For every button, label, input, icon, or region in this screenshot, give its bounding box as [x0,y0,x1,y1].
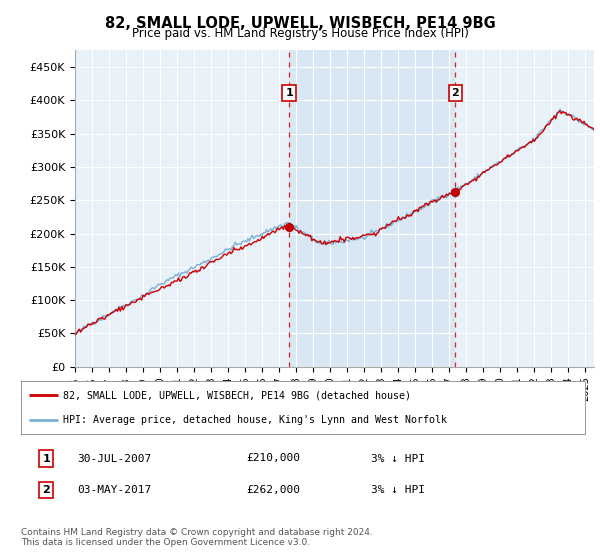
Text: 2: 2 [43,485,50,495]
Bar [289,50,455,367]
Text: 1: 1 [285,88,293,98]
Text: 2: 2 [451,88,459,98]
Text: Contains HM Land Registry data © Crown copyright and database right 2024.
This d: Contains HM Land Registry data © Crown c… [21,528,373,547]
Text: £210,000: £210,000 [247,454,301,464]
Text: 1: 1 [43,454,50,464]
Text: 03-MAY-2017: 03-MAY-2017 [77,485,152,495]
Text: £262,000: £262,000 [247,485,301,495]
Text: Price paid vs. HM Land Registry's House Price Index (HPI): Price paid vs. HM Land Registry's House … [131,27,469,40]
Text: 82, SMALL LODE, UPWELL, WISBECH, PE14 9BG (detached house): 82, SMALL LODE, UPWELL, WISBECH, PE14 9B… [64,390,412,400]
Text: 30-JUL-2007: 30-JUL-2007 [77,454,152,464]
Text: 82, SMALL LODE, UPWELL, WISBECH, PE14 9BG: 82, SMALL LODE, UPWELL, WISBECH, PE14 9B… [104,16,496,31]
Text: HPI: Average price, detached house, King's Lynn and West Norfolk: HPI: Average price, detached house, King… [64,414,448,424]
Text: 3% ↓ HPI: 3% ↓ HPI [371,485,425,495]
Text: 3% ↓ HPI: 3% ↓ HPI [371,454,425,464]
